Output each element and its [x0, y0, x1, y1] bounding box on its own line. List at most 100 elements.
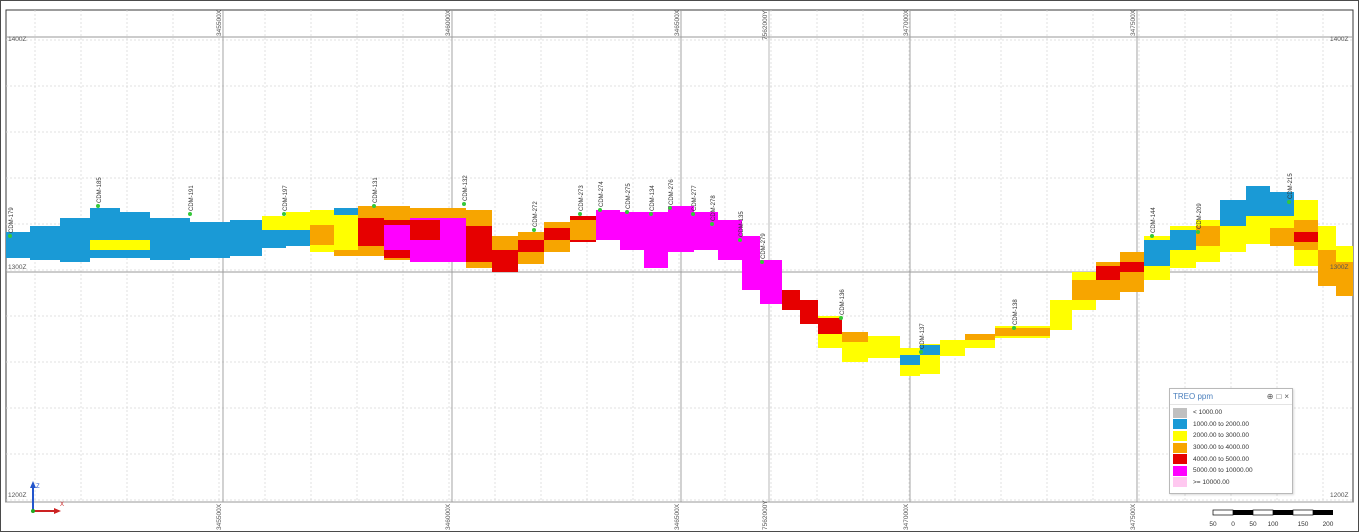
- axis-x-label: X: [60, 502, 64, 508]
- legend-title: TREO ppm: [1173, 392, 1214, 401]
- legend-label: < 1000.00: [1193, 409, 1223, 417]
- northing-label-top: 7562000Y: [762, 10, 769, 40]
- elevation-label-middle-right: 1300Z: [1330, 264, 1348, 271]
- legend-item: 2000.00 to 3000.00: [1173, 430, 1289, 442]
- drillhole-collar: [578, 212, 582, 216]
- drillhole-collar: [919, 350, 923, 354]
- easting-label-bottom: 347000X: [903, 503, 910, 530]
- legend-swatch: [1173, 465, 1187, 476]
- scale-bar-label: 50: [1249, 521, 1257, 528]
- drillhole-label: CDM-278: [711, 195, 717, 221]
- northing-label-bottom: 7562000Y: [762, 500, 769, 530]
- treo-legend-panel[interactable]: TREO ppm ⊕ □ × < 1000.00 1000.00 to 2000…: [1169, 388, 1293, 494]
- legend-label: 3000.00 to 4000.00: [1193, 444, 1250, 452]
- drillhole-label: CDM-132: [463, 175, 469, 201]
- elevation-label-bottom-left: 1200Z: [8, 492, 26, 499]
- drillhole-collar: [839, 316, 843, 320]
- scale-bar-label: 150: [1298, 521, 1309, 528]
- drillhole-collar: [532, 228, 536, 232]
- easting-label-bottom: 346000X: [445, 503, 452, 530]
- drillhole-collar: [8, 234, 12, 238]
- axis-z-label: Z: [36, 484, 40, 490]
- elevation-label-top-right: 1400Z: [1330, 36, 1348, 43]
- drillhole-collar: [738, 238, 742, 242]
- elevation-label-bottom-right: 1200Z: [1330, 492, 1348, 499]
- legend-swatch: [1173, 407, 1187, 418]
- drillhole-label: CDM-185: [97, 177, 103, 203]
- drillhole-collar: [372, 204, 376, 208]
- legend-item: 4000.00 to 5000.00: [1173, 453, 1289, 465]
- drillhole-label: CDM-135: [739, 211, 745, 237]
- drillhole-label: CDM-215: [1288, 173, 1294, 199]
- drillhole-label: CDM-134: [650, 185, 656, 211]
- easting-label-bottom: 346500X: [674, 503, 681, 530]
- drillhole-collar: [1287, 200, 1291, 204]
- easting-label-top: 347000X: [903, 9, 910, 36]
- drillhole-label: CDM-136: [840, 289, 846, 315]
- elevation-label-middle-left: 1300Z: [8, 264, 26, 271]
- easting-label-top: 346500X: [674, 9, 681, 36]
- legend-label: 1000.00 to 2000.00: [1193, 420, 1250, 428]
- scale-bar-label: 50: [1209, 521, 1217, 528]
- drillhole-label: CDM-272: [533, 201, 539, 227]
- easting-label-bottom: 345500X: [216, 503, 223, 530]
- legend-swatch: [1173, 430, 1187, 441]
- drillhole-collar: [96, 204, 100, 208]
- legend-swatch: [1173, 419, 1187, 430]
- drillhole-label: CDM-274: [599, 181, 605, 207]
- drillhole-collar: [710, 222, 714, 226]
- float-window-icon[interactable]: □: [1276, 391, 1282, 401]
- elevation-label-top-left: 1400Z: [8, 36, 26, 43]
- legend-swatch: [1173, 454, 1187, 465]
- drillhole-collar: [691, 212, 695, 216]
- drillhole-label: CDM-144: [1151, 207, 1157, 233]
- scale-bar-label: 100: [1268, 521, 1279, 528]
- drillhole-collar: [1150, 234, 1154, 238]
- drillhole-label: CDM-138: [1013, 299, 1019, 325]
- legend-header: TREO ppm ⊕ □ ×: [1170, 389, 1292, 405]
- legend-swatch: [1173, 477, 1187, 488]
- easting-label-bottom: 347500X: [1130, 503, 1137, 530]
- drillhole-label: CDM-209: [1197, 203, 1203, 229]
- scale-bar-label: 0: [1231, 521, 1235, 528]
- axis-tripod-icon: Z X: [30, 481, 64, 514]
- legend-item: 3000.00 to 4000.00: [1173, 442, 1289, 454]
- legend-item: 5000.00 to 10000.00: [1173, 465, 1289, 477]
- drillhole-collar: [1196, 230, 1200, 234]
- drillhole-collars: CDM-179 CDM-185 CDM-191 CDM-197 CDM-131 CDM-1…: [8, 173, 1294, 354]
- easting-label-top: 345500X: [216, 9, 223, 36]
- scale-bar-label: 200: [1323, 521, 1334, 528]
- legend-label: >= 10000.00: [1193, 478, 1230, 486]
- close-icon[interactable]: ×: [1284, 391, 1289, 401]
- drillhole-label: CDM-275: [626, 183, 632, 209]
- drillhole-label: CDM-137: [920, 323, 926, 349]
- easting-label-top: 347500X: [1130, 9, 1137, 36]
- legend-item: < 1000.00: [1173, 407, 1289, 419]
- drillhole-collar: [188, 212, 192, 216]
- scale-bar: 50 0 50 100 150 200: [1209, 509, 1334, 528]
- pin-icon[interactable]: ⊕: [1266, 391, 1274, 401]
- legend-label: 2000.00 to 3000.00: [1193, 432, 1250, 440]
- drillhole-collar: [282, 212, 286, 216]
- drillhole-collar: [1012, 326, 1016, 330]
- drillhole-label: CDM-279: [761, 233, 767, 259]
- drillhole-label: CDM-131: [373, 177, 379, 203]
- legend-swatch: [1173, 442, 1187, 453]
- drillhole-collar: [760, 260, 764, 264]
- drillhole-label: CDM-277: [692, 185, 698, 211]
- drillhole-label: CDM-197: [283, 185, 289, 211]
- grade-block-model: [6, 186, 1353, 376]
- drillhole-collar: [598, 208, 602, 212]
- drillhole-label: CDM-179: [9, 207, 15, 233]
- legend-label: 5000.00 to 10000.00: [1193, 467, 1253, 475]
- minor-grid: [6, 10, 1353, 502]
- drillhole-label: CDM-191: [189, 185, 195, 211]
- drillhole-collar: [668, 206, 672, 210]
- drillhole-label: CDM-273: [579, 185, 585, 211]
- drillhole-collar: [649, 212, 653, 216]
- easting-label-top: 346000X: [445, 9, 452, 36]
- drillhole-collar: [625, 210, 629, 214]
- drillhole-label: CDM-276: [669, 179, 675, 205]
